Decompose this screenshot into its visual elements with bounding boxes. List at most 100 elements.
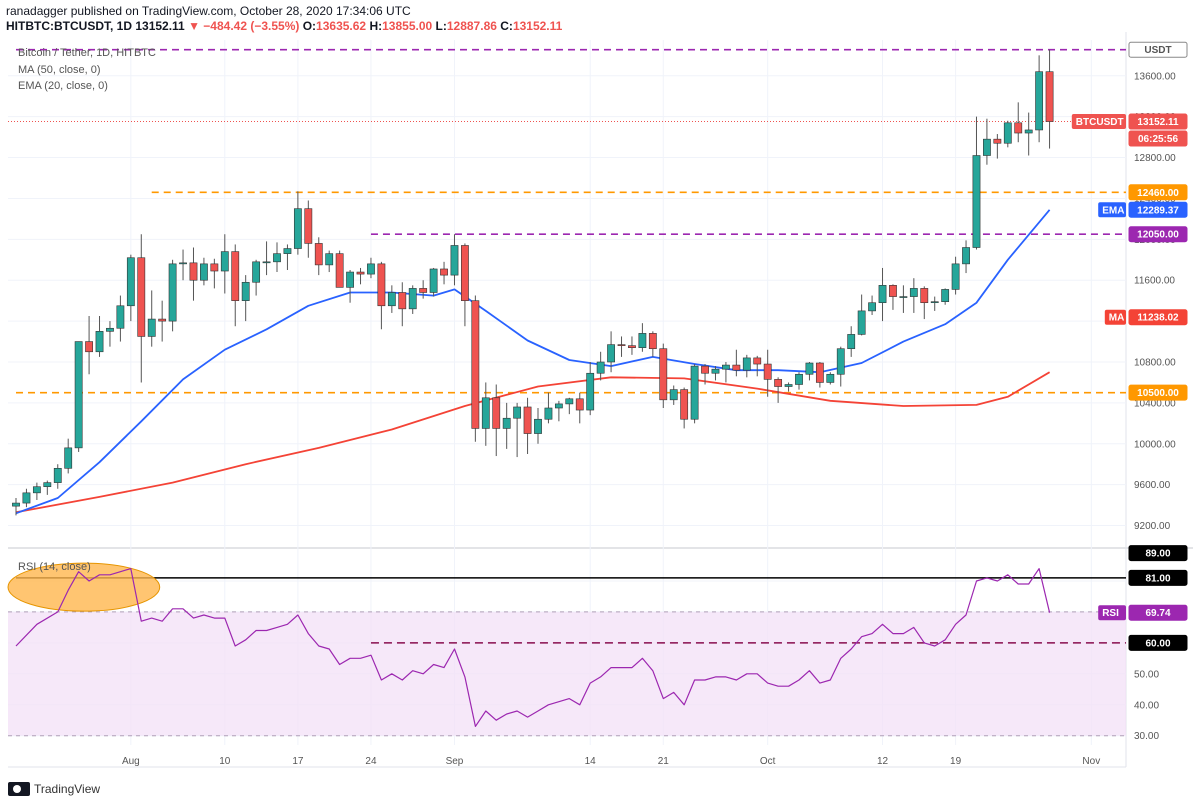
rsi-line <box>15 568 1051 727</box>
candle-body <box>1035 71 1044 131</box>
candle-body <box>231 251 240 301</box>
candle-body <box>669 389 678 401</box>
rsi-axis-label: 81.00 <box>1145 573 1170 584</box>
candle-body <box>429 268 438 293</box>
candle-body <box>481 397 490 429</box>
x-tick-label: Aug <box>122 756 140 767</box>
candle-body <box>753 357 762 365</box>
candle-body <box>168 263 177 322</box>
candle-body <box>314 243 323 266</box>
candle-body <box>878 285 887 304</box>
candle-body <box>722 364 730 370</box>
open-value: 13635.62 <box>316 19 367 33</box>
price-axis-label: 06:25:56 <box>1138 134 1178 145</box>
y-tick-label: 9200.00 <box>1134 521 1171 532</box>
price-axis-label-bg <box>1128 226 1188 243</box>
rsi-axis-label-bg <box>1128 634 1188 651</box>
y-tick-label: 10000.00 <box>1134 439 1176 450</box>
x-tick-label: Nov <box>1082 756 1100 767</box>
candle-body <box>12 502 20 507</box>
ohlc-line: HITBTC:BTCUSDT, 1D 13152.11 ▼ −484.42 (−… <box>6 19 562 33</box>
footer-brand: TradingView <box>34 782 101 796</box>
candle-body <box>158 318 167 322</box>
candle-body <box>930 301 939 304</box>
symbol: HITBTC:BTCUSDT, 1D <box>6 19 132 33</box>
candle-body <box>450 245 459 276</box>
x-tick-label: 19 <box>950 756 962 767</box>
high-label: H: <box>369 19 383 33</box>
price-axis-label: 13152.11 <box>1137 117 1179 128</box>
candle-body <box>241 281 250 301</box>
rsi-tick-label: 30.00 <box>1134 731 1159 742</box>
candle-body <box>774 379 783 387</box>
last-price: 13152.11 <box>135 19 185 33</box>
tradingview-logo-icon <box>8 782 30 796</box>
candle-body <box>502 417 511 429</box>
candle-body <box>711 368 720 374</box>
candle-body <box>387 292 396 307</box>
candle-body <box>408 288 417 310</box>
candle-body <box>64 447 73 469</box>
price-axis-label-bg <box>1128 309 1188 326</box>
rsi-current-label-bg <box>1128 604 1188 621</box>
candle-body <box>304 208 313 244</box>
candle-body <box>95 331 104 353</box>
y-tick-label: 13600.00 <box>1134 71 1176 82</box>
candle-body <box>607 344 615 363</box>
low-label: L: <box>435 19 447 33</box>
candle-body <box>419 288 428 293</box>
candle-body <box>993 138 1002 144</box>
candle-body <box>554 403 563 409</box>
candle-body <box>126 257 135 307</box>
price-axis-label: 12050.00 <box>1137 230 1179 241</box>
price-axis-label-bg <box>1128 201 1188 218</box>
candle-body <box>106 327 114 332</box>
candle-body <box>732 364 741 371</box>
candle-body <box>147 318 156 337</box>
legend-ema: EMA (20, close, 0) <box>18 80 108 92</box>
rsi-top-label: 89.00 <box>1145 549 1170 560</box>
candle-body <box>273 253 281 263</box>
rsi-current-tag: RSI <box>1102 608 1119 619</box>
candle-body <box>565 398 574 405</box>
candle-body <box>1003 122 1012 144</box>
candle-body <box>461 245 469 301</box>
candle-body <box>262 261 271 264</box>
price-axis-tag: MA <box>1109 313 1125 324</box>
candle-body <box>346 271 354 288</box>
ma-50-line <box>15 371 1051 514</box>
candle-body <box>951 263 960 290</box>
candle-body <box>868 302 876 312</box>
rsi-highlight-ellipse <box>7 562 161 612</box>
candle-body <box>74 341 83 449</box>
footer: TradingView <box>8 782 100 796</box>
candle-body <box>690 365 699 420</box>
high-value: 13855.00 <box>382 19 433 33</box>
rsi-tick-label: 40.00 <box>1134 700 1159 711</box>
candle-body <box>367 263 375 275</box>
candle-body <box>1024 129 1033 134</box>
candle-body <box>899 296 908 298</box>
candle-body <box>983 138 991 156</box>
price-axis-label: 12289.37 <box>1137 205 1179 216</box>
price-change: ▼ −484.42 (−3.55%) <box>188 19 300 33</box>
candle-body <box>596 361 605 374</box>
candle-body <box>972 155 981 248</box>
candle-body <box>210 263 219 272</box>
rsi-top-label-bg <box>1128 545 1188 562</box>
candle-body <box>909 288 918 297</box>
price-axis-label-bg <box>1128 384 1188 401</box>
rsi-tick-label: 50.00 <box>1134 669 1159 680</box>
candle-body <box>513 406 522 419</box>
rsi-axis-label: 60.00 <box>1145 638 1170 649</box>
y-tick-label: 9600.00 <box>1134 480 1171 491</box>
x-tick-label: 12 <box>877 756 889 767</box>
candle-body <box>534 418 542 434</box>
price-axis-label: USDT <box>1144 45 1171 56</box>
candle-body <box>471 300 480 429</box>
price-axis-label: 12460.00 <box>1137 188 1179 199</box>
price-axis-tag-bg <box>1104 309 1126 325</box>
candle-body <box>795 373 803 385</box>
x-tick-label: 24 <box>365 756 377 767</box>
candle-body <box>440 268 448 276</box>
